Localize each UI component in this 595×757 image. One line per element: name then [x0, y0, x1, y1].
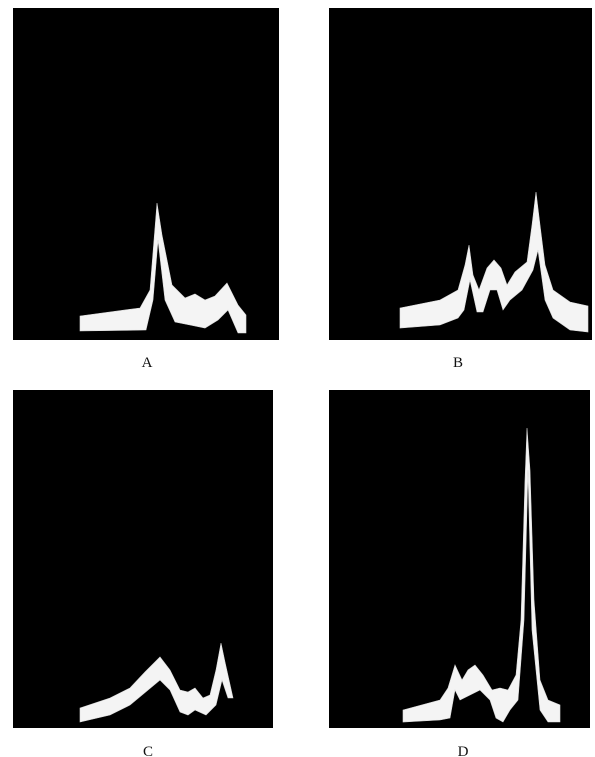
panel-c: C: [13, 390, 273, 757]
panel-a: A: [13, 8, 279, 371]
figure: A B C D: [0, 0, 595, 757]
panel-label: A: [142, 355, 153, 371]
panel-label: C: [143, 744, 153, 757]
panel-label: D: [458, 744, 469, 757]
panel-frame: [13, 8, 279, 340]
panel-d: D: [329, 390, 590, 757]
panel-label: B: [453, 355, 463, 371]
panel-b: B: [329, 8, 592, 371]
page: A B C D (() => { const data = JSON.parse…: [0, 0, 595, 757]
